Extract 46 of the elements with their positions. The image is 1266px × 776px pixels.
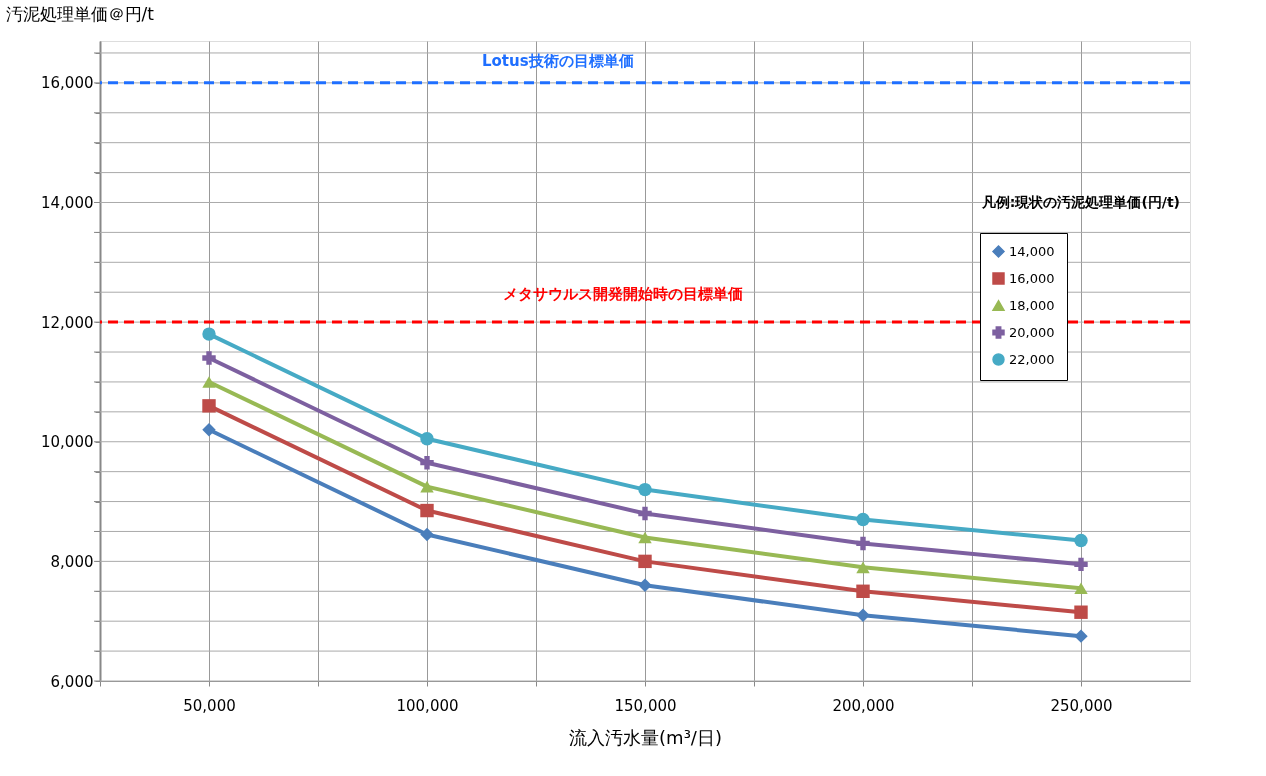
point xyxy=(856,561,870,574)
point xyxy=(1074,629,1088,643)
point xyxy=(420,503,434,518)
point xyxy=(202,399,216,413)
legend-label: 18,000 xyxy=(1009,297,1055,313)
x-tick-label: 100,000 xyxy=(396,696,459,715)
y-tick-label: 16,000 xyxy=(41,74,94,93)
legend-label: 16,000 xyxy=(1009,270,1055,286)
point xyxy=(202,327,216,341)
point xyxy=(856,512,870,527)
point xyxy=(638,578,652,593)
legend-title: 凡例:現状の汚泥処理単価(円/t) xyxy=(980,194,1180,210)
point xyxy=(638,506,652,521)
point xyxy=(202,351,216,365)
ref-line-label: メタサウルス開発開始時の目標単価 xyxy=(503,285,744,304)
point xyxy=(638,554,652,569)
point xyxy=(420,455,434,470)
y-tick-label: 8,000 xyxy=(50,552,94,571)
y-axis-title: 汚泥処理単価＠円/t xyxy=(5,3,155,24)
point xyxy=(420,527,434,542)
legend-label: 14,000 xyxy=(1009,243,1055,259)
point xyxy=(1074,557,1088,572)
y-tick-label: 12,000 xyxy=(41,313,94,332)
legend-label: 20,000 xyxy=(1009,324,1055,340)
point xyxy=(202,376,216,388)
y-tick-label: 10,000 xyxy=(41,433,94,452)
point xyxy=(1074,533,1088,548)
legend-label: 22,000 xyxy=(1009,351,1055,367)
point xyxy=(638,531,652,544)
y-tick-label: 14,000 xyxy=(41,194,94,212)
point xyxy=(1074,605,1088,619)
point xyxy=(202,423,216,437)
point xyxy=(856,608,870,622)
point xyxy=(638,482,652,497)
x-axis-title: 流入汚水量(m³/日) xyxy=(569,726,722,748)
point xyxy=(420,432,434,446)
x-tick-label: 250,000 xyxy=(1050,696,1113,715)
ref-line-label: Lotus技術の目標単価 xyxy=(481,51,634,70)
point xyxy=(856,584,870,598)
y-tick-label: 6,000 xyxy=(50,672,94,691)
x-tick-label: 200,000 xyxy=(832,696,895,715)
point xyxy=(1074,582,1088,595)
point xyxy=(420,480,434,493)
x-tick-label: 150,000 xyxy=(614,696,677,715)
point xyxy=(856,536,870,551)
x-tick-label: 50,000 xyxy=(183,696,236,715)
